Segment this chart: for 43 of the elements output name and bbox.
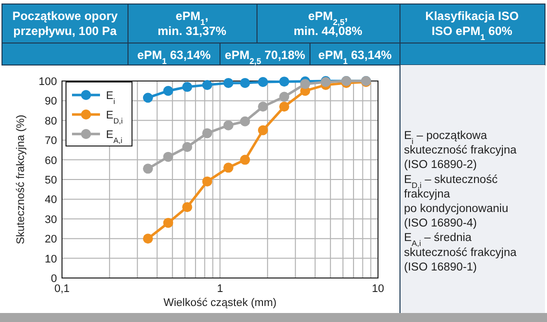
y-tick-label: 60	[44, 154, 57, 167]
point	[202, 80, 212, 90]
point	[300, 78, 310, 89]
point	[163, 86, 174, 96]
text: ePM$_{2,5}$, min. 44,08%	[294, 9, 363, 38]
point	[163, 218, 174, 228]
y-tick-label: 0	[50, 273, 57, 285]
point	[142, 164, 153, 174]
text: Klasyfikacja ISO ISO ePM$_{1}$ 60%	[425, 9, 519, 42]
legend-label: E$_{A,i}$	[106, 129, 123, 144]
y-tick-label: 30	[44, 214, 57, 226]
point	[142, 92, 153, 103]
x-tick-label: 1	[216, 283, 224, 295]
y-tick-label: 100	[38, 76, 57, 88]
text: ePM$_{1}$, min. 31,37%	[158, 9, 227, 38]
point	[202, 176, 212, 186]
y-axis-title: Skuteczność frakcyjna (%)	[15, 114, 27, 244]
y-tick-label: 10	[44, 253, 57, 266]
text: E$_{i}$ – początkowa skuteczność frakcyjna (ISO 16890-2) E$_{D,i}$ – skuteczność frakcyjna po kondycjonowaniu (ISO 16890-4) E$_{A,i}$ – średnia skuteczność frakcyjna (ISO 16890-1)	[404, 130, 516, 274]
point	[223, 78, 234, 88]
x-tick-label: 0,1	[54, 283, 70, 295]
y-tick-label: 40	[44, 194, 57, 206]
point	[142, 234, 153, 244]
text: ePM$_{2,5}$ 70,18%	[224, 48, 306, 66]
text: ePM$_{1}$ 63,14%	[137, 48, 212, 66]
point	[223, 120, 234, 130]
point	[163, 152, 174, 162]
text: Początkowe opory przepływu, 100 Pa	[12, 9, 118, 38]
legend-label: E$_{D,i}$	[106, 110, 124, 125]
point	[202, 128, 212, 138]
point	[182, 202, 192, 212]
y-tick-label: 80	[44, 115, 57, 128]
point	[182, 142, 192, 152]
y-tick-label: 50	[44, 174, 57, 186]
x-axis-title: Wielkość cząstek (mm)	[163, 297, 277, 309]
y-tick-label: 20	[44, 234, 57, 246]
y-tick-label: 70	[44, 135, 57, 148]
text: ePM$_{1}$ 63,14%	[318, 48, 392, 66]
point	[182, 82, 192, 92]
x-tick-label: 10	[372, 283, 384, 295]
y-tick-label: 90	[44, 96, 57, 108]
point	[223, 162, 234, 173]
legend-label: E$_{i}$	[106, 90, 116, 106]
